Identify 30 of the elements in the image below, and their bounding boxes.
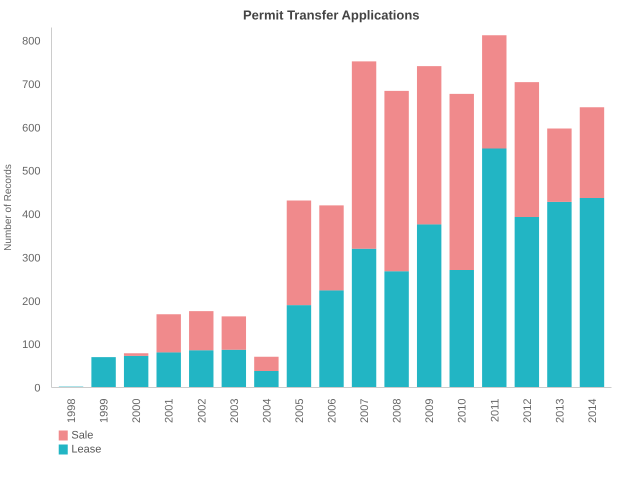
y-tick-label: 700 (22, 78, 41, 91)
legend-label: Lease (71, 444, 102, 456)
x-tick-label: 2009 (424, 398, 436, 423)
x-tick-label: 2008 (392, 398, 404, 423)
x-tick-label: 2006 (326, 398, 338, 423)
y-tick-label: 600 (22, 122, 41, 134)
x-tick-label: 2002 (196, 398, 208, 423)
legend-label: Sale (71, 430, 94, 442)
chart-title: Permit Transfer Applications (243, 8, 420, 22)
x-tick-label: 2007 (359, 398, 372, 423)
y-tick-label: 200 (22, 296, 41, 308)
x-tick-label: 2000 (131, 398, 144, 423)
y-tick-label: 0 (34, 382, 41, 394)
x-tick-label: 2004 (261, 398, 274, 423)
x-tick-label: 1999 (98, 398, 111, 423)
x-tick-label: 1998 (66, 398, 78, 423)
x-tick-label: 2001 (164, 398, 176, 423)
y-tick-label: 300 (22, 252, 41, 264)
x-tick-label: 2011 (489, 398, 502, 422)
y-tick-label: 400 (22, 209, 41, 222)
y-tick-label: 100 (22, 339, 41, 352)
y-axis-title: Number of Records (3, 164, 14, 251)
x-tick-label: 2013 (554, 398, 566, 423)
x-tick-label: 2012 (522, 398, 534, 423)
x-tick-label: 2010 (456, 398, 469, 423)
x-tick-label: 2014 (586, 398, 599, 423)
x-tick-label: 2003 (228, 398, 241, 423)
x-tick-label: 2005 (294, 398, 306, 423)
y-tick-label: 800 (22, 36, 41, 48)
y-tick-label: 500 (22, 166, 41, 178)
